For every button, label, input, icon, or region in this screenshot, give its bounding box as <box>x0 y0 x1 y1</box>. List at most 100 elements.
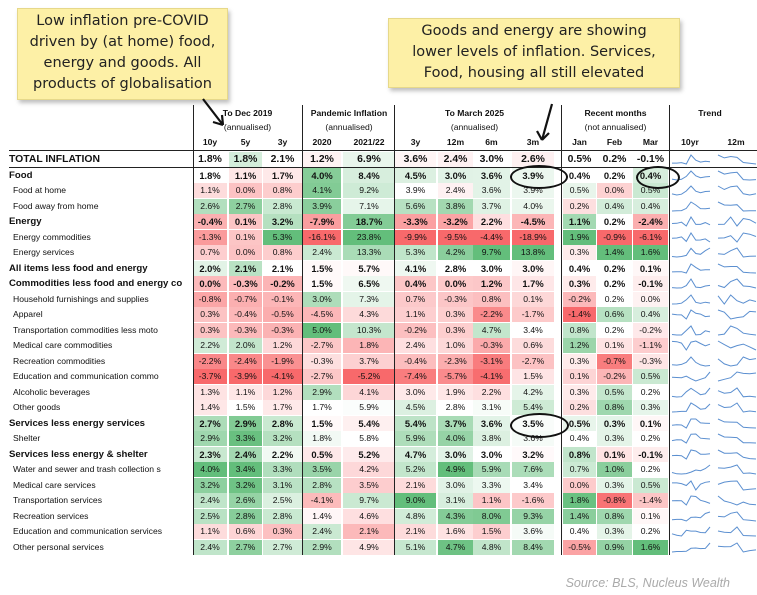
row-divider <box>9 167 757 168</box>
trend-sparkline <box>671 402 711 413</box>
value-cell: 4.1% <box>303 183 341 198</box>
group-title: To Dec 2019 <box>222 108 273 118</box>
value-cell: 0.0% <box>597 183 632 198</box>
value-cell: -16.1% <box>303 229 341 245</box>
sparkline-path <box>671 262 710 274</box>
row-label: Food away from home <box>13 200 99 211</box>
row-label: Recreation services <box>13 510 89 521</box>
value-cell: 3.2% <box>229 477 262 493</box>
trend-sparkline <box>671 355 711 367</box>
sparkline-path <box>671 526 711 537</box>
column-header: Mar <box>642 137 659 147</box>
value-cell: 1.8% <box>563 493 596 508</box>
value-cell: 0.8% <box>563 322 596 338</box>
value-cell: 0.0% <box>229 245 262 260</box>
table-row: Other goods 1.4% 1.5% 1.7% 1.7% 5.9% 4.5% 2.8% 3… <box>9 400 757 415</box>
value-cell: -1.9% <box>263 353 302 369</box>
value-cell: 2.2% <box>193 338 227 353</box>
value-cell: -0.2% <box>395 322 436 338</box>
table-row: TOTAL INFLATION 1.8% 1.8% 2.1% 1.2% 6.9% 3.6% 2… <box>9 152 757 167</box>
value-cell: 0.2% <box>633 384 668 400</box>
table-row: Services less energy & shelter 2.3% 2.4% 2.… <box>9 446 757 462</box>
value-cell: 4.9% <box>343 539 395 555</box>
value-cell: 0.4% <box>563 524 596 539</box>
trend-sparkline <box>671 495 711 506</box>
column-header: 6m <box>485 137 498 147</box>
value-cell: 2.2% <box>473 384 510 400</box>
value-cell: 0.8% <box>473 291 510 307</box>
sparkline-path <box>717 278 757 289</box>
value-cell: -0.2% <box>263 276 302 291</box>
value-cell: 3.6% <box>512 524 554 539</box>
value-cell: 4.5% <box>395 400 436 415</box>
trend-sparkline <box>717 495 757 506</box>
group-subtitle: (not annualised) <box>584 122 647 132</box>
value-cell: 0.8% <box>263 245 302 260</box>
value-cell: 1.4% <box>563 508 596 524</box>
value-cell: 7.1% <box>343 198 395 214</box>
sparkline-path <box>717 510 757 521</box>
value-cell: 1.8% <box>193 167 227 183</box>
value-cell: 4.2% <box>512 384 554 400</box>
row-label: Alcoholic beverages <box>13 386 90 397</box>
value-cell: -0.7% <box>597 353 632 369</box>
value-cell: 10.3% <box>343 322 395 338</box>
sparkline-path <box>671 418 711 429</box>
value-cell: 0.0% <box>563 477 596 493</box>
trend-sparkline <box>671 371 711 382</box>
value-cell: 4.7% <box>438 539 473 555</box>
value-cell: 1.1% <box>193 524 227 539</box>
value-cell: 5.9% <box>473 462 510 477</box>
trend-sparkline <box>717 185 757 196</box>
value-cell: 2.4% <box>229 446 262 462</box>
value-cell: 2.4% <box>303 245 341 260</box>
value-cell: 2.1% <box>263 152 302 167</box>
value-cell: 0.4% <box>597 198 632 214</box>
sparkline-path <box>671 200 711 211</box>
value-cell: 3.0% <box>438 446 473 462</box>
value-cell: 0.5% <box>563 415 596 431</box>
value-cell: 0.7% <box>395 291 436 307</box>
sparkline-path <box>671 324 711 335</box>
value-cell: -0.3% <box>229 322 262 338</box>
value-cell: -0.5% <box>563 539 596 555</box>
value-cell: 3.2% <box>193 477 227 493</box>
value-cell: -3.2% <box>438 214 473 229</box>
trend-sparkline <box>717 263 757 273</box>
value-cell: 3.2% <box>263 214 302 229</box>
value-cell: 0.3% <box>438 322 473 338</box>
value-cell: 5.9% <box>343 400 395 415</box>
value-cell: 13.8% <box>512 245 554 260</box>
sparkline-path <box>717 216 757 227</box>
row-label: Education and communication commo <box>13 371 159 381</box>
row-label: Apparel <box>13 309 43 319</box>
value-cell: 4.7% <box>473 322 510 338</box>
value-cell: 0.1% <box>512 291 554 307</box>
group-title: Trend <box>698 108 722 118</box>
row-label: Household furnishings and supplies <box>13 293 149 304</box>
value-cell: 2.4% <box>438 152 473 167</box>
sparkline-path <box>717 309 757 320</box>
value-cell: -18.9% <box>512 229 554 245</box>
value-cell: 2.1% <box>395 477 436 493</box>
value-cell: 0.3% <box>193 322 227 338</box>
trend-sparkline <box>717 479 757 491</box>
value-cell: 5.4% <box>343 415 395 431</box>
value-cell: 2.2% <box>473 214 510 229</box>
value-cell: -3.3% <box>395 214 436 229</box>
value-cell: 0.4% <box>563 167 596 183</box>
value-cell: -2.4% <box>229 353 262 369</box>
row-label: Education and communication services <box>13 526 163 536</box>
value-cell: 0.6% <box>229 524 262 539</box>
value-cell: -9.9% <box>395 229 436 245</box>
value-cell: -2.2% <box>193 353 227 369</box>
table-row: Household furnishings and supplies -0.8% -… <box>9 291 757 307</box>
row-divider <box>9 150 757 151</box>
table-row: Apparel 0.3% -0.4% -0.5% -4.5% 4.3% 1.1% 0.3% -2… <box>9 307 757 322</box>
column-header: 3y <box>410 137 421 147</box>
sparkline-path <box>672 479 711 491</box>
value-cell: 3.4% <box>512 477 554 493</box>
column-header: Jan <box>572 137 587 147</box>
value-cell: 1.3% <box>193 384 227 400</box>
value-cell: 0.2% <box>563 400 596 415</box>
